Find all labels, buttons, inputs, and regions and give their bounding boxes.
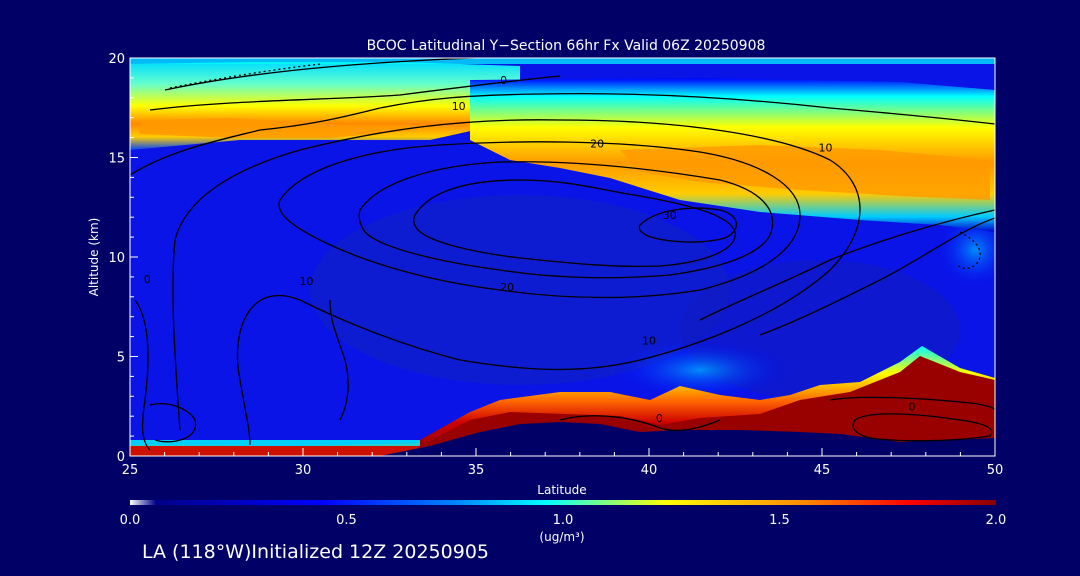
upper-layer-north-core bbox=[620, 145, 990, 200]
x-tick-label: 40 bbox=[641, 463, 658, 478]
y-tick-label: 20 bbox=[108, 52, 125, 67]
x-tick-label: 25 bbox=[122, 463, 139, 478]
surface-layer-edge bbox=[130, 440, 420, 446]
contour-label: 10 bbox=[642, 335, 656, 348]
y-tick-label: 10 bbox=[108, 251, 125, 266]
top-strip bbox=[130, 58, 995, 64]
terrain bbox=[380, 422, 995, 456]
contour-line bbox=[134, 299, 151, 451]
colorbar-ticks: 0.0 0.5 1.0 1.5 2.0 bbox=[120, 513, 1007, 528]
field-cyan-plume bbox=[610, 340, 790, 400]
colorbar-tick-label: 2.0 bbox=[986, 513, 1007, 528]
x-axis: 25 30 35 40 45 50 bbox=[122, 448, 1004, 478]
field-low-core bbox=[310, 195, 730, 385]
x-tick-label: 30 bbox=[295, 463, 312, 478]
contour-line bbox=[172, 119, 861, 446]
contour-label: 30 bbox=[663, 209, 677, 222]
y-tick-label: 5 bbox=[117, 351, 125, 366]
contour-label: 0 bbox=[908, 400, 915, 413]
surface-layer-west bbox=[130, 443, 420, 456]
colorbar-tick-label: 1.5 bbox=[769, 513, 790, 528]
contour-line bbox=[278, 141, 801, 299]
colorbar bbox=[130, 500, 996, 505]
y-tick-label: 0 bbox=[117, 450, 125, 465]
contour-line bbox=[699, 209, 995, 321]
colorbar-tick-label: 0.0 bbox=[120, 513, 141, 528]
y-axis-label: Altitude (km) bbox=[87, 218, 101, 297]
y-tick-label: 15 bbox=[108, 152, 125, 167]
x-tick-label: 45 bbox=[814, 463, 831, 478]
contour-line bbox=[413, 179, 736, 268]
contour-label: 10 bbox=[818, 142, 832, 155]
contour-label: 10 bbox=[299, 275, 313, 288]
contour-label: 20 bbox=[500, 281, 514, 294]
contour-label: 0 bbox=[500, 74, 507, 87]
contour-label: 10 bbox=[452, 100, 466, 113]
contour-line bbox=[638, 207, 738, 243]
contour-line bbox=[329, 299, 349, 421]
contour-line bbox=[957, 231, 981, 270]
contour-line bbox=[358, 161, 774, 279]
y-axis: 0 5 10 15 20 bbox=[108, 52, 138, 465]
contour-line bbox=[559, 415, 721, 432]
contour-line bbox=[829, 396, 995, 411]
contour-label: 20 bbox=[590, 138, 604, 151]
contour-label-group: 0 10 20 10 30 20 10 10 0 0 0 bbox=[144, 74, 916, 425]
contour-line bbox=[164, 58, 491, 91]
colorbar-tick-label: 1.0 bbox=[553, 513, 574, 528]
contour-line bbox=[130, 92, 995, 176]
concentration-field bbox=[130, 58, 995, 456]
contour-lines bbox=[130, 58, 995, 451]
x-tick-label: 50 bbox=[987, 463, 1004, 478]
contour-label: 0 bbox=[656, 412, 663, 425]
contour-line bbox=[149, 403, 197, 443]
colorbar-units-label: (ug/m³) bbox=[539, 530, 584, 544]
x-axis-label: Latitude bbox=[537, 483, 586, 497]
contour-label: 0 bbox=[144, 273, 151, 286]
chart-title: BCOC Latitudinal Y−Section 66hr Fx Valid… bbox=[367, 38, 766, 54]
contour-line bbox=[852, 413, 993, 442]
colorbar-tick-label: 0.5 bbox=[336, 513, 357, 528]
x-tick-label: 35 bbox=[468, 463, 485, 478]
contour-line bbox=[149, 75, 561, 111]
contour-line bbox=[169, 63, 321, 89]
run-info-label: LA (118°W)Initialized 12Z 20250905 bbox=[142, 541, 489, 563]
